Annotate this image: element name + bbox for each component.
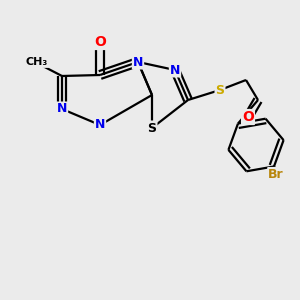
Text: N: N [95,118,105,131]
Text: O: O [242,110,254,124]
Text: S: S [215,83,224,97]
Text: CH₃: CH₃ [26,57,48,67]
Text: S: S [148,122,157,134]
Text: Br: Br [268,168,284,181]
Text: N: N [57,103,67,116]
Text: N: N [133,56,143,68]
Text: N: N [170,64,180,76]
Text: O: O [94,35,106,49]
